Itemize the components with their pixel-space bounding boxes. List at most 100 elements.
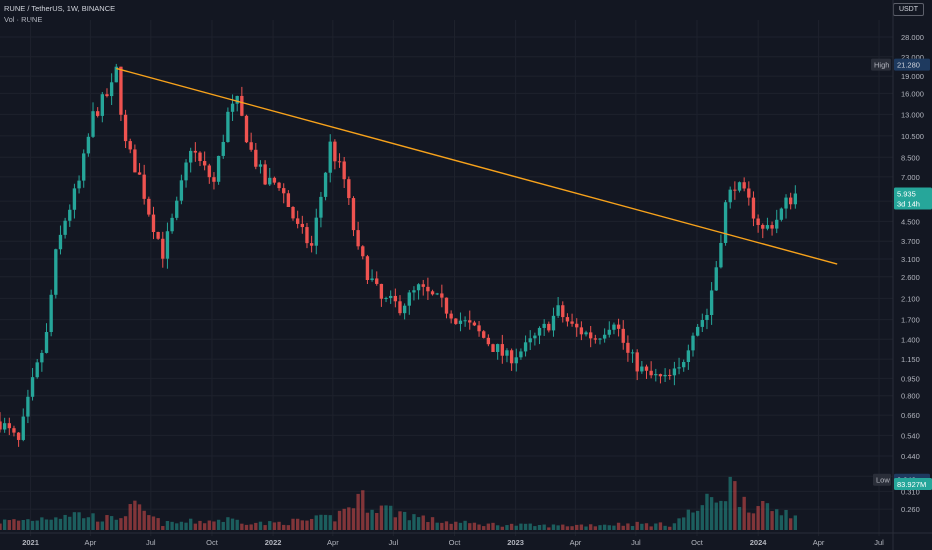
volume-bar bbox=[207, 520, 211, 530]
volume-bar bbox=[542, 524, 546, 530]
candle-body bbox=[309, 243, 314, 246]
candle-body bbox=[86, 136, 91, 154]
candle-body bbox=[40, 352, 44, 363]
time-tick-label: Oct bbox=[206, 538, 219, 547]
candle-body bbox=[68, 209, 72, 221]
volume-bar bbox=[654, 523, 658, 530]
candle-body bbox=[212, 177, 216, 182]
volume-bars bbox=[0, 476, 798, 530]
candle-body bbox=[695, 326, 700, 336]
candle-body bbox=[565, 317, 570, 322]
candle-body bbox=[175, 200, 179, 218]
candle-body bbox=[500, 344, 504, 356]
candle-body bbox=[477, 325, 481, 332]
candle-body bbox=[189, 150, 193, 163]
candle-body bbox=[295, 218, 300, 224]
volume-bar bbox=[733, 481, 737, 530]
volume-bar bbox=[198, 520, 202, 530]
volume-bar bbox=[82, 518, 86, 530]
volume-bar bbox=[314, 515, 318, 530]
candle-body bbox=[328, 141, 332, 173]
candle-body bbox=[351, 198, 356, 231]
candle-body bbox=[268, 177, 272, 185]
price-tick-label: 4.500 bbox=[901, 217, 920, 226]
candle-body bbox=[519, 351, 523, 358]
candle-body bbox=[221, 141, 225, 156]
volume-bar bbox=[202, 523, 207, 530]
candle-body bbox=[602, 334, 607, 339]
candle-body bbox=[35, 362, 39, 378]
volume-bar bbox=[44, 519, 49, 530]
volume-bar bbox=[449, 523, 453, 530]
candle-body bbox=[291, 206, 295, 219]
candle-body bbox=[179, 180, 184, 201]
volume-bar bbox=[472, 522, 477, 530]
price-tick-label: 0.540 bbox=[901, 431, 920, 440]
volume-bar bbox=[337, 510, 342, 530]
volume-bar bbox=[305, 520, 309, 530]
volume-bar bbox=[695, 510, 700, 530]
candle-body bbox=[686, 350, 691, 363]
candle-body bbox=[468, 320, 472, 323]
candle-body bbox=[319, 196, 323, 218]
volume-bar bbox=[235, 519, 239, 530]
volume-bar bbox=[123, 516, 128, 530]
candle-body bbox=[458, 320, 463, 324]
candle-body bbox=[333, 141, 337, 162]
candle-body bbox=[142, 174, 146, 199]
volume-bar bbox=[644, 523, 649, 530]
volume-bar bbox=[100, 521, 104, 530]
volume-bar bbox=[635, 521, 639, 530]
symbol-title: RUNE / TetherUS, 1W, BINANCE bbox=[4, 4, 116, 13]
volume-bar bbox=[440, 522, 444, 530]
candle-body bbox=[663, 374, 667, 377]
volume-bar bbox=[547, 527, 551, 530]
candle-body bbox=[21, 416, 25, 440]
low-label: Low bbox=[876, 476, 890, 485]
candle-body bbox=[54, 249, 58, 295]
volume-bar bbox=[575, 524, 579, 530]
candle-body bbox=[630, 352, 635, 354]
price-tick-label: 3.100 bbox=[901, 255, 920, 264]
candle-body bbox=[26, 396, 30, 417]
candle-body bbox=[165, 231, 170, 259]
price-tick-label: 10.500 bbox=[901, 132, 924, 141]
time-tick-label: Apr bbox=[813, 538, 825, 547]
candle-body bbox=[654, 374, 658, 376]
volume-bar bbox=[598, 525, 602, 530]
price-tick-label: 0.260 bbox=[901, 505, 920, 514]
volume-bar bbox=[258, 521, 263, 530]
candle-body bbox=[635, 352, 639, 372]
volume-bar bbox=[533, 526, 537, 530]
volume-bar bbox=[612, 525, 616, 530]
volume-legend: Vol · RUNE bbox=[4, 15, 43, 24]
volume-bar bbox=[477, 524, 481, 530]
volume-bar bbox=[709, 497, 714, 530]
volume-bar bbox=[0, 523, 2, 530]
volume-bar bbox=[86, 517, 91, 530]
volume-bar bbox=[509, 523, 514, 530]
candle-body bbox=[463, 320, 467, 322]
price-tick-label: 7.000 bbox=[901, 173, 920, 182]
time-tick-label: Jul bbox=[631, 538, 641, 547]
candle-body bbox=[198, 152, 202, 162]
volume-bar bbox=[254, 522, 258, 530]
volume-bar bbox=[658, 522, 663, 530]
volume-bar bbox=[607, 525, 611, 530]
volume-bar bbox=[649, 526, 653, 530]
volume-bar bbox=[444, 521, 449, 530]
candle-body bbox=[440, 293, 444, 298]
high-label-bg bbox=[871, 58, 891, 71]
volume-bar bbox=[514, 525, 518, 530]
candle-body bbox=[765, 225, 770, 229]
volume-bar bbox=[416, 517, 421, 530]
candle-body bbox=[184, 162, 188, 181]
volume-bar bbox=[68, 516, 72, 530]
candle-body bbox=[649, 370, 653, 376]
volume-bar bbox=[663, 525, 667, 530]
candle-body bbox=[337, 161, 342, 163]
candle-body bbox=[779, 208, 784, 220]
volume-bar bbox=[482, 526, 486, 530]
candle-body bbox=[226, 111, 230, 142]
